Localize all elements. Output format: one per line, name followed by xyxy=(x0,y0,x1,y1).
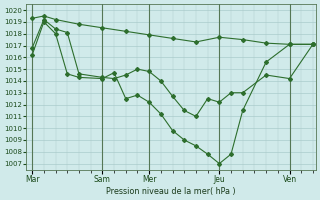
X-axis label: Pression niveau de la mer( hPa ): Pression niveau de la mer( hPa ) xyxy=(106,187,236,196)
